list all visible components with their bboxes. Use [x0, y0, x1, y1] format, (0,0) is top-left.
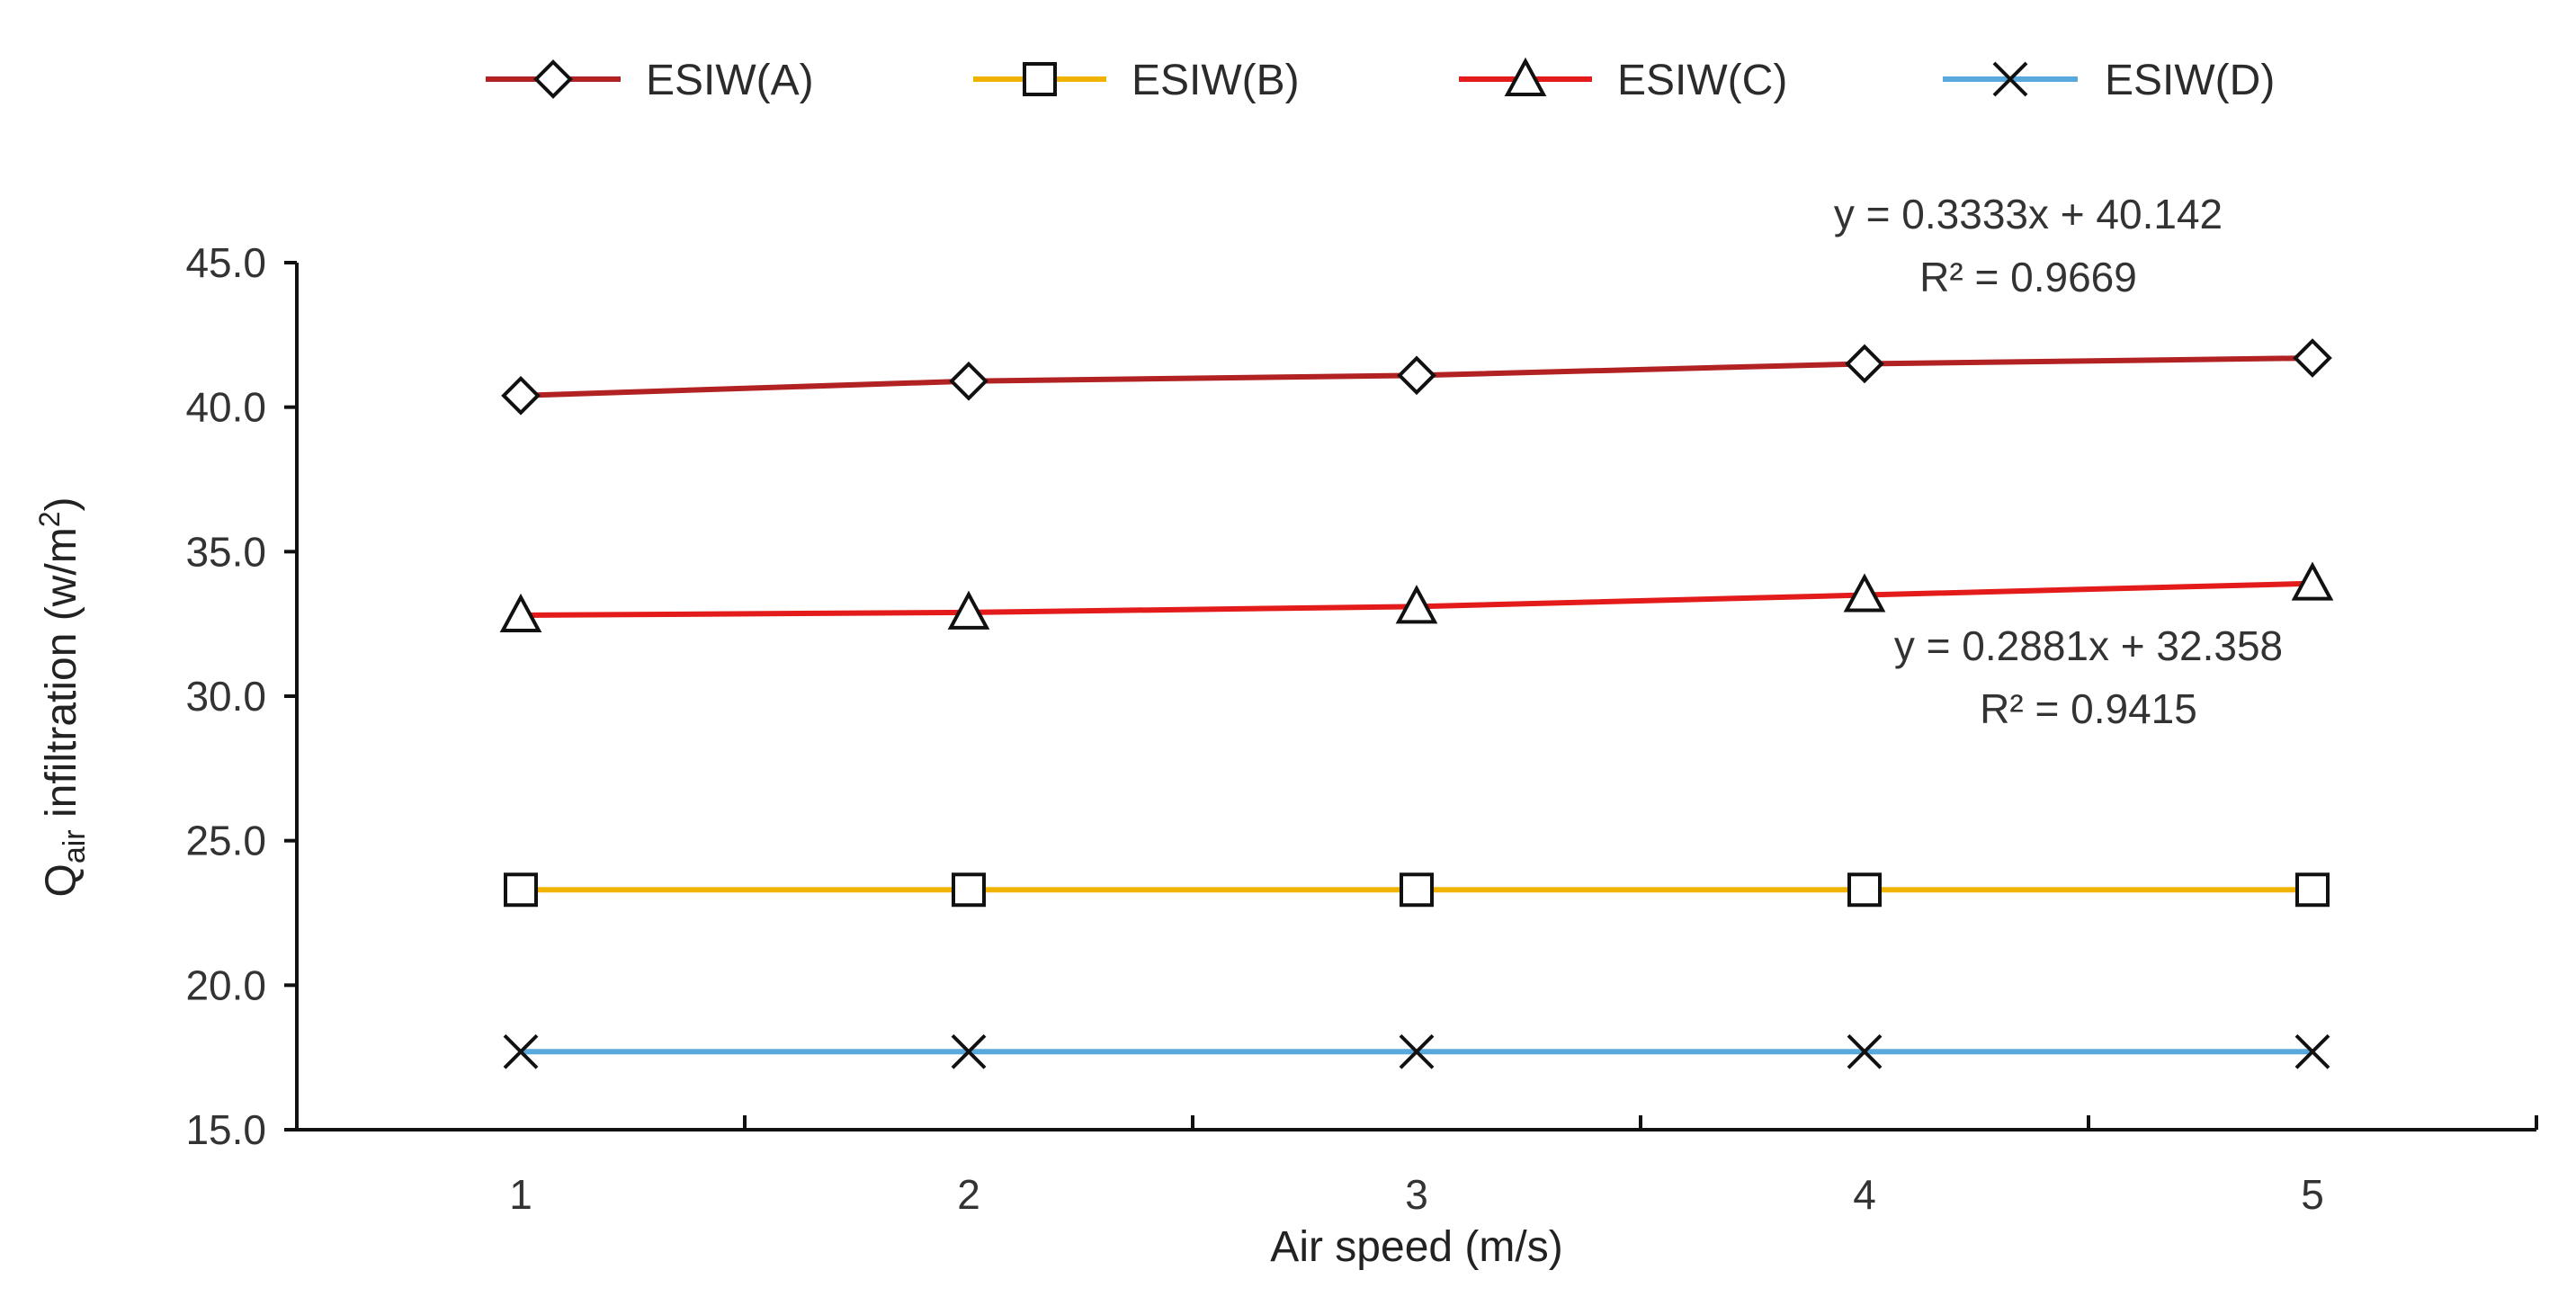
legend-label-2: ESIW(B) [1131, 57, 1300, 104]
series-group [499, 338, 2334, 1069]
legend-marker-4-stroke-2 [1992, 61, 2028, 97]
series-3-point-3 [1395, 585, 1438, 624]
series-1 [501, 338, 2332, 416]
y-axis-title: Qair infiltration (w/m2) [33, 497, 92, 898]
y-axis-title-main: Q [38, 863, 85, 897]
series-4-point-2-stroke-2 [951, 1033, 987, 1069]
x-tick-label-1: 1 [509, 1171, 532, 1218]
trendline-equation-1: y = 0.3333x + 40.142 [1834, 191, 2223, 237]
y-axis-title-close: ) [38, 497, 85, 512]
y-axis-title-subscript: air [58, 829, 92, 863]
y-tick-label-3: 25.0 [185, 818, 266, 864]
x-tick-label-2: 2 [957, 1171, 980, 1218]
legend: ESIW(A) ESIW(B) ESIW(C) ESIW(D) [486, 57, 2275, 104]
trendline-equation-2: y = 0.2881x + 32.358 [1894, 622, 2283, 669]
series-4 [503, 1033, 2330, 1069]
y-tick-label-7: 45.0 [185, 239, 266, 286]
y-tick-label-6: 40.0 [185, 384, 266, 431]
legend-marker-4 [1992, 61, 2028, 97]
y-tick-label-4: 30.0 [185, 673, 266, 720]
series-2-point-5 [2295, 872, 2330, 908]
y-axis-title-rest: infiltration (w/m [38, 527, 85, 829]
series-4-point-4-stroke-2 [1847, 1033, 1883, 1069]
trendline-annotations: y = 0.3333x + 40.142 R² = 0.9669 y = 0.288… [1834, 191, 2283, 732]
series-1-point-1 [501, 375, 541, 416]
series-4-point-5 [2294, 1033, 2330, 1069]
series-4-point-2 [951, 1033, 987, 1069]
x-tick-label-5: 5 [2301, 1171, 2324, 1218]
series-4-point-3-stroke-2 [1399, 1033, 1435, 1069]
series-4-point-1 [503, 1033, 539, 1069]
series-4-point-4 [1847, 1033, 1883, 1069]
axis-ticks: 15.0 20.0 25.0 30.0 35.0 40.0 45.0 1 2 3 4 5 Air spe… [33, 239, 2538, 1271]
series-2-point-4 [1847, 872, 1882, 908]
legend-label-4: ESIW(D) [2105, 57, 2275, 104]
legend-item-4: ESIW(D) [1943, 57, 2275, 104]
series-2-point-1 [504, 872, 538, 908]
x-tick-label-3: 3 [1405, 1171, 1428, 1218]
x-axis-title: Air speed (m/s) [1270, 1223, 1562, 1271]
y-tick-label-1: 15.0 [185, 1106, 266, 1153]
legend-label-3: ESIW(C) [1617, 57, 1787, 104]
y-tick-label-2: 20.0 [185, 962, 266, 1008]
series-3-point-5 [2291, 561, 2334, 601]
series-4-point-5-stroke-2 [2294, 1033, 2330, 1069]
legend-marker-2 [1023, 62, 1057, 96]
series-1-point-4 [1845, 344, 1884, 384]
trendline-annotation-2: y = 0.2881x + 32.358 R² = 0.9415 [1894, 622, 2283, 732]
series-2 [504, 872, 2330, 908]
legend-label-1: ESIW(A) [646, 57, 814, 104]
x-tick-label-4: 4 [1853, 1171, 1876, 1218]
series-1-point-3 [1397, 355, 1436, 396]
y-tick-label-5: 35.0 [185, 528, 266, 575]
trendline-r2-2: R² = 0.9415 [1980, 685, 2197, 732]
series-2-point-3 [1400, 872, 1434, 908]
legend-marker-1 [533, 59, 573, 99]
series-1-point-2 [949, 361, 988, 401]
series-1-point-5 [2293, 338, 2332, 378]
series-3 [499, 561, 2334, 633]
legend-item-1: ESIW(A) [486, 57, 814, 104]
legend-marker-3 [1504, 57, 1547, 96]
trendline-r2-1: R² = 0.9669 [1919, 254, 2137, 300]
y-axis-title-superscript: 2 [33, 511, 66, 527]
series-4-point-3 [1399, 1033, 1435, 1069]
legend-item-2: ESIW(B) [973, 57, 1300, 104]
series-3-point-2 [947, 590, 990, 630]
series-3-point-4 [1843, 573, 1886, 613]
trendline-annotation-1: y = 0.3333x + 40.142 R² = 0.9669 [1834, 191, 2223, 300]
legend-item-3: ESIW(C) [1459, 57, 1787, 104]
series-3-point-1 [499, 593, 542, 633]
series-4-point-1-stroke-2 [503, 1033, 539, 1069]
series-2-point-2 [952, 872, 986, 908]
